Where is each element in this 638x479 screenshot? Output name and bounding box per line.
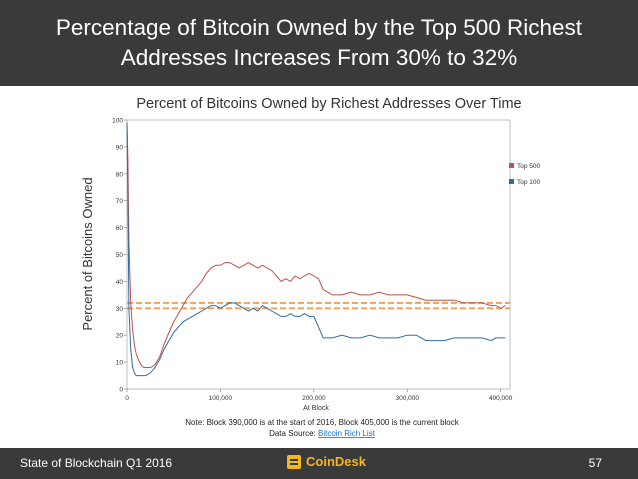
brand-name: CoinDesk <box>306 454 366 469</box>
page-number: 57 <box>588 456 602 470</box>
y-tick-label: 60 <box>116 225 124 232</box>
y-tick-label: 40 <box>116 279 124 286</box>
data-source-prefix: Data Source: <box>269 429 318 438</box>
y-tick-label: 70 <box>116 198 124 205</box>
x-tick-label: 400,000 <box>489 395 513 402</box>
data-source-link[interactable]: Bitcoin Rich List <box>318 429 376 438</box>
y-tick-label: 10 <box>116 360 124 367</box>
y-axis-label: Percent of Bitcoins Owned <box>80 177 95 330</box>
chart-title: Percent of Bitcoins Owned by Richest Add… <box>136 96 521 112</box>
footer-report-name: State of Blockchain Q1 2016 <box>20 456 173 470</box>
legend-swatch <box>509 179 514 184</box>
chart-area: Percent of Bitcoins Owned by Richest Add… <box>0 86 638 448</box>
series-line-top-500 <box>126 122 506 368</box>
data-source: Data Source: Bitcoin Rich List <box>269 429 376 438</box>
x-tick-label: 100,000 <box>209 395 233 402</box>
x-tick-label: 0 <box>125 395 129 402</box>
y-tick-label: 100 <box>112 118 123 125</box>
coindesk-logo-icon <box>287 454 301 469</box>
x-tick-label: 200,000 <box>302 395 326 402</box>
chart-note: Note: Block 390,000 is at the start of 2… <box>185 418 459 427</box>
slide-header: Percentage of Bitcoin Owned by the Top 5… <box>0 0 638 86</box>
slide-footer: State of Blockchain Q1 2016 CoinDesk 57 <box>0 448 638 479</box>
y-tick-label: 90 <box>116 144 124 151</box>
legend-swatch <box>509 163 514 168</box>
line-chart: Percent of Bitcoins Owned by Richest Add… <box>80 96 541 438</box>
plot-layer: 0 10 20 30 40 50 60 70 80 90 100 0 100,000 200,000 300… <box>112 118 540 403</box>
slide-title: Percentage of Bitcoin Owned by the Top 5… <box>55 15 583 70</box>
legend-label: Top 100 <box>517 179 541 186</box>
x-axis-label: At Block <box>303 405 329 412</box>
plot-frame <box>126 119 511 390</box>
y-tick-label: 20 <box>116 333 124 340</box>
x-tick-label: 300,000 <box>395 395 419 402</box>
y-tick-label: 30 <box>116 306 124 313</box>
y-tick-label: 50 <box>116 252 124 259</box>
y-tick-label: 0 <box>119 387 123 394</box>
series-line-top-100 <box>126 122 506 377</box>
brand: CoinDesk <box>287 454 366 469</box>
y-tick-label: 80 <box>116 171 124 178</box>
legend-label: Top 500 <box>517 163 541 170</box>
